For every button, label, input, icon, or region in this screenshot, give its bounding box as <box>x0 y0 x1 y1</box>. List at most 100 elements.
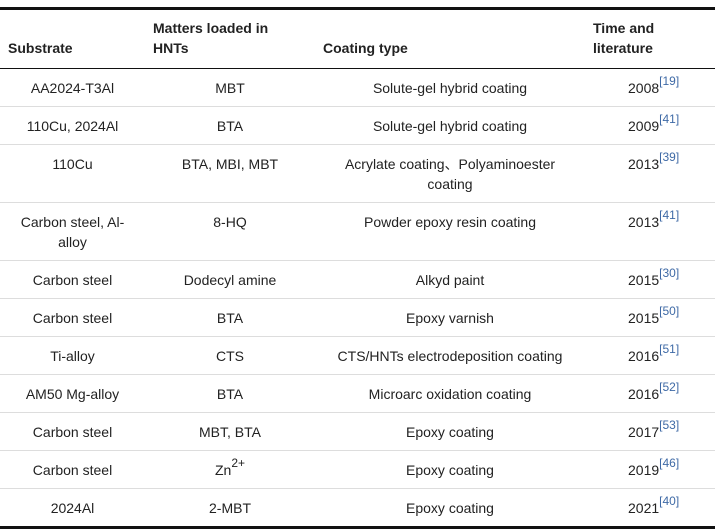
substrate-cell: Carbon steel <box>0 299 145 337</box>
cell-text: BTA <box>216 118 244 134</box>
table-row: 2024Al 2-MBT Epoxy coating 2021[40] <box>0 489 715 528</box>
header-cell: Substrate <box>8 40 73 56</box>
cell-text: Solute-gel hybrid coating <box>372 118 528 134</box>
cell-text: Acrylate coating、Polyaminoester coating <box>344 156 556 192</box>
substrate-cell: Carbon steel <box>0 261 145 299</box>
cell-text: AM50 Mg-alloy <box>25 386 120 402</box>
matters-cell: CTS <box>145 337 315 375</box>
header-cell: Time and literature <box>585 9 715 69</box>
coating-cell: Alkyd paint <box>315 261 585 299</box>
year-text: 2013 <box>628 156 660 172</box>
reference: [41] <box>659 112 680 126</box>
cell-text: MBT <box>215 80 245 96</box>
cell-text: BTA, MBI, MBT <box>181 156 279 172</box>
matters-cell: BTA <box>145 299 315 337</box>
matters-cell: BTA <box>145 375 315 413</box>
cell-text: Alkyd paint <box>415 272 485 288</box>
table-row: Carbon steel Dodecyl amine Alkyd paint 2015… <box>0 261 715 299</box>
header-text: Matters loaded in HNTs <box>153 20 269 56</box>
cell-text: 8-HQ <box>213 214 247 230</box>
matters-cell: Zn2+ <box>145 451 315 489</box>
header-cell: Coating type <box>323 40 408 56</box>
table-row: 110Cu, 2024Al BTA Solute-gel hybrid coatin… <box>0 107 715 145</box>
substrate-cell: Carbon steel <box>0 451 145 489</box>
cell-text: BTA <box>216 386 244 402</box>
cell-text: AA2024-T3Al <box>30 80 115 96</box>
reference: [53] <box>659 418 680 432</box>
reference: [46] <box>659 456 680 470</box>
coating-cell: Epoxy coating <box>315 489 585 528</box>
reference: [51] <box>659 342 680 356</box>
year-text: 2008 <box>628 80 660 96</box>
cell-text: Carbon steel <box>32 310 113 326</box>
matters-cell: 8-HQ <box>145 203 315 261</box>
year-text: 2019 <box>628 462 660 478</box>
matters-cell: MBT <box>145 69 315 107</box>
coating-cell: Solute-gel hybrid coating <box>315 107 585 145</box>
substrate-cell: Carbon steel, Al-alloy <box>0 203 145 261</box>
cell-text: Carbon steel <box>32 272 113 288</box>
matters-cell: 2-MBT <box>145 489 315 528</box>
year-text: 2009 <box>628 118 660 134</box>
coating-cell: CTS/HNTs electrodeposition coating <box>315 337 585 375</box>
reference: [40] <box>659 494 680 508</box>
matters-cell: Dodecyl amine <box>145 261 315 299</box>
coating-cell: Epoxy varnish <box>315 299 585 337</box>
year-text: 2017 <box>628 424 660 440</box>
table-row: AA2024-T3Al MBT Solute-gel hybrid coating 2… <box>0 69 715 107</box>
table-row: Carbon steel, Al-alloy 8-HQ Powder epoxy r… <box>0 203 715 261</box>
cell-text: 2024Al <box>50 500 95 516</box>
coating-cell: Solute-gel hybrid coating <box>315 69 585 107</box>
year-cell: 2017[53] <box>585 413 715 451</box>
year-cell: 2019[46] <box>585 451 715 489</box>
substrate-cell: Carbon steel <box>0 413 145 451</box>
cell-text: Carbon steel <box>32 424 113 440</box>
superscript: 2+ <box>231 456 246 470</box>
year-text: 2016 <box>628 386 660 402</box>
year-cell: 2015[50] <box>585 299 715 337</box>
coating-cell: Acrylate coating、Polyaminoester coating <box>315 145 585 203</box>
year-text: 2013 <box>628 214 660 230</box>
table-header: Substrate Matters loaded in HNTs Coating… <box>0 8 715 69</box>
substrate-cell: 2024Al <box>0 489 145 528</box>
year-cell: 2016[52] <box>585 375 715 413</box>
year-cell: 2009[41] <box>585 107 715 145</box>
cell-text: Powder epoxy resin coating <box>364 214 536 230</box>
year-text: 2021 <box>628 500 660 516</box>
cell-text: Microarc oxidation coating <box>368 386 532 402</box>
reference: [50] <box>659 304 680 318</box>
year-cell: 2021[40] <box>585 489 715 528</box>
table-row: Carbon steel BTA Epoxy varnish 2015[50] <box>0 299 715 337</box>
cell-text: Carbon steel <box>32 462 113 478</box>
year-cell: 2013[41] <box>585 203 715 261</box>
cell-text: BTA <box>216 310 244 326</box>
header-cell: Matters loaded in HNTs <box>145 9 315 69</box>
substrate-cell: AA2024-T3Al <box>0 69 145 107</box>
header-row: Substrate Matters loaded in HNTs Coating… <box>0 8 715 69</box>
cell-text: CTS <box>216 348 244 364</box>
coating-cell: Powder epoxy resin coating <box>315 203 585 261</box>
cell-text: Zn <box>214 462 232 478</box>
year-cell: 2016[51] <box>585 337 715 375</box>
matters-cell: BTA, MBI, MBT <box>145 145 315 203</box>
matters-cell: MBT, BTA <box>145 413 315 451</box>
year-text: 2016 <box>628 348 660 364</box>
year-cell: 2008[19] <box>585 69 715 107</box>
reference: [19] <box>659 74 680 88</box>
cell-text: Dodecyl amine <box>183 272 277 288</box>
coating-cell: Epoxy coating <box>315 413 585 451</box>
table-row: Carbon steel Zn2+ Epoxy coating 2019[46] <box>0 451 715 489</box>
cell-text: Carbon steel, Al-alloy <box>20 214 125 250</box>
table-row: AM50 Mg-alloy BTA Microarc oxidation coati… <box>0 375 715 413</box>
substrate-cell: 110Cu <box>0 145 145 203</box>
reference: [30] <box>659 266 680 280</box>
substrate-cell: AM50 Mg-alloy <box>0 375 145 413</box>
year-cell: 2013[39] <box>585 145 715 203</box>
cell-text: MBT, BTA <box>199 424 261 440</box>
reference: [52] <box>659 380 680 394</box>
substrate-cell: Ti-alloy <box>0 337 145 375</box>
coating-cell: Epoxy coating <box>315 451 585 489</box>
substrate-cell: 110Cu, 2024Al <box>0 107 145 145</box>
table-body: AA2024-T3Al MBT Solute-gel hybrid coating 2… <box>0 69 715 528</box>
